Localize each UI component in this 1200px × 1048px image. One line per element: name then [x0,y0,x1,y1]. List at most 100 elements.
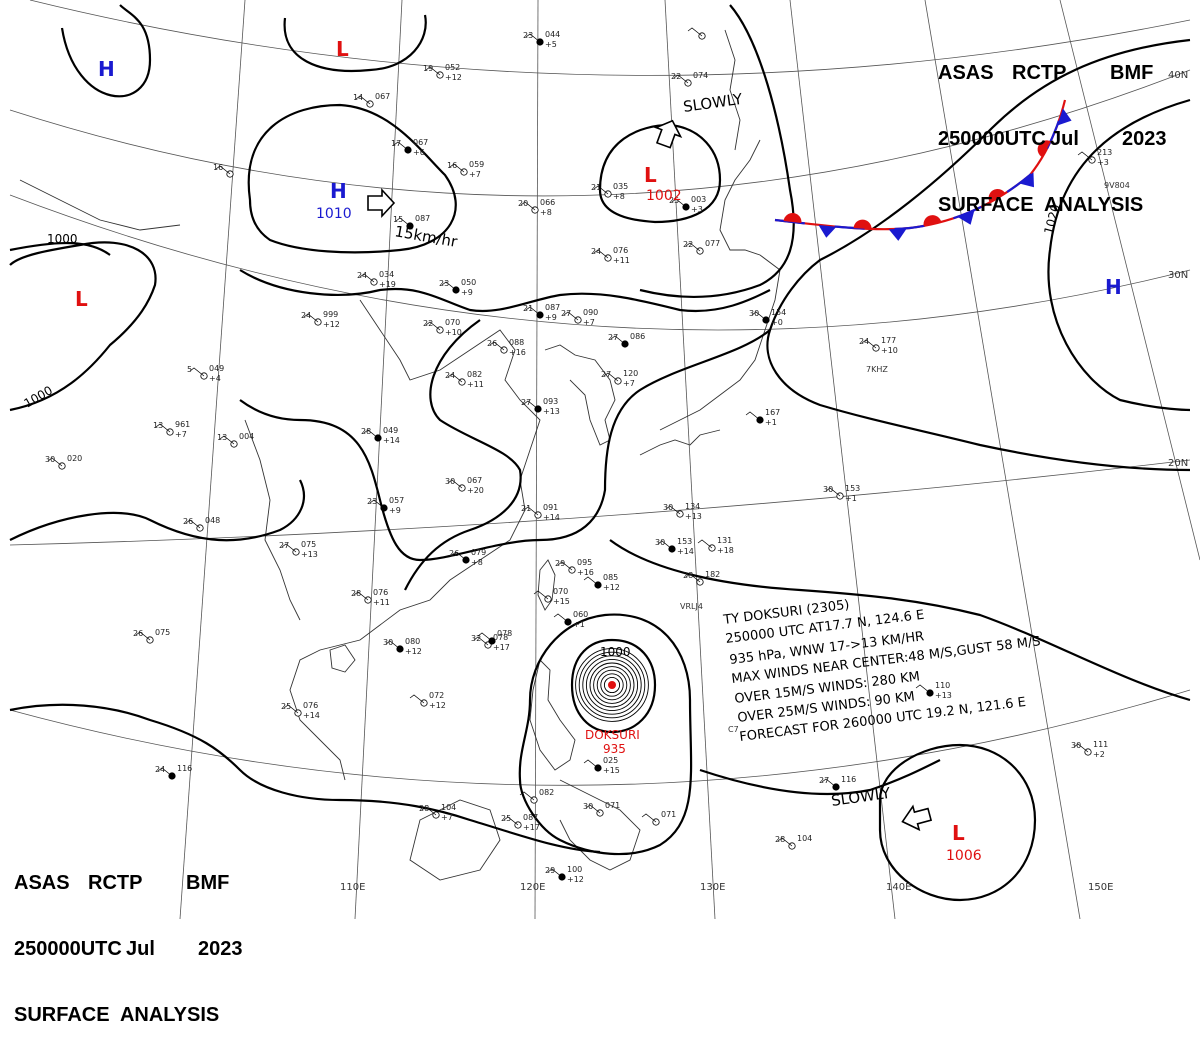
station-pressure: 131 [717,536,732,545]
wind-barb-icon [520,201,536,211]
station-pressure: 003 [691,195,706,204]
station-plot: 27 090+7 [561,308,598,327]
wind-barb-icon [523,400,539,410]
station-plot: 30 080+12 [383,637,422,656]
station-pressure: 075 [301,540,316,549]
station-pressure: 078 [493,633,508,642]
station-tendency: +11 [613,256,630,265]
station-plot: 23 057+9 [367,496,404,515]
station-tendency: +3 [691,205,703,214]
station-pressure: 070 [553,587,568,596]
station-tendency: +7 [623,379,635,388]
graticule [9,0,1200,919]
wind-barb-icon [533,590,549,600]
coast-sakhalin [724,29,741,151]
station-tendency: +8 [540,208,552,217]
station-tendency: +12 [429,701,446,710]
station-plot: 27 086 [608,332,645,348]
station-tendency: +7 [469,170,481,179]
station-temperature: 21 [523,304,533,313]
station-tendency: +9 [389,506,401,515]
isobar-central [239,329,771,562]
station-pressure: 090 [583,308,598,317]
station-plot: 213+3 [1077,148,1112,167]
wind-barb-icon [409,694,425,704]
station-plot: 28 182 [683,570,720,586]
station-pressure: 153 [845,484,860,493]
station-plot: 110+13 [915,681,952,700]
station-temperature: 27 [561,309,571,318]
station-temperature: 22 [671,72,681,81]
wind-barb-icon [825,487,841,497]
station-plot: 071 [641,810,676,826]
wind-barb-icon [673,74,689,84]
high-symbol: H [1105,275,1122,299]
isobar-north-low [283,14,427,72]
wind-barb-icon [557,561,573,571]
isobar-south-large [9,703,601,854]
wind-barb-icon [745,411,761,421]
wind-barb-icon [657,540,673,550]
typhoon-pressure: 935 [603,742,626,756]
wind-barb-icon [685,573,701,583]
parallel-10n [9,689,1191,786]
wind-barb-icon [861,339,877,349]
station-plot: 26 079+8 [449,548,486,567]
station-temperature: 25 [281,702,291,711]
station-pressure: 080 [405,637,420,646]
wind-barb-icon [425,321,441,331]
cold-front-triangle [1019,172,1034,188]
station-tendency: +16 [577,568,594,577]
station-temperature: 24 [591,247,601,256]
station-plot: 167+1 [745,408,780,427]
header-code: BMF [1110,62,1154,84]
typhoon-rings [575,648,649,722]
station-pressure: 052 [445,63,460,72]
wind-barb-icon [583,759,599,769]
isobar-typhoon-outer [518,613,693,856]
lon-label: 110E [340,882,365,893]
warm-front-semicircle [783,213,802,224]
typhoon-isobar-ring [603,676,621,694]
high-symbol: H [98,57,115,81]
station-temperature: 26 [183,517,193,526]
station-tendency: +12 [445,73,462,82]
station-tendency: +12 [567,875,584,884]
station-tendency: +19 [379,280,396,289]
station-plot: 16 059+7 [447,160,484,179]
station-temperature: 15 [393,215,403,224]
coast-hainan [329,644,356,673]
station-tendency: +7 [441,813,453,822]
low-symbol: L [75,287,88,311]
station-plot: 072+12 [409,691,446,710]
station-pressure: 153 [677,537,692,546]
low-value: 1006 [946,848,982,864]
wind-barb-icon [281,543,297,553]
meridian-110e [354,0,403,919]
station-tendency: +0 [771,318,783,327]
isobar-south-east [699,759,941,796]
station-pressure: 082 [467,370,482,379]
station-temperature: 27 [279,541,289,550]
header-time: 250000UTC [938,128,1046,150]
station-plot: 24 076+11 [591,246,630,265]
station-pressure: 079 [471,548,486,557]
station-plot: 20 066+8 [518,198,555,217]
station-temperature: 23 [439,279,449,288]
station-pressure: 104 [441,803,456,812]
lat-label: 20N [1168,458,1188,469]
station-temperature: 20 [518,199,528,208]
typhoon-isobar-ring [578,651,646,719]
station-pressure: 085 [603,573,618,582]
wind-barb-icon [610,335,626,345]
station-temperature: 22 [423,319,433,328]
warm-front-semicircle [1037,140,1051,158]
wind-barb-icon [477,632,493,642]
station-tendency: +15 [553,597,570,606]
station-plot: 23 044+5 [523,30,560,49]
meridian-120e [534,0,539,919]
wind-barb-icon [185,519,201,529]
station-plot: 13 961+7 [153,420,190,439]
station-plot: 5 049+4 [187,364,224,383]
station-temperature: 13 [153,421,163,430]
